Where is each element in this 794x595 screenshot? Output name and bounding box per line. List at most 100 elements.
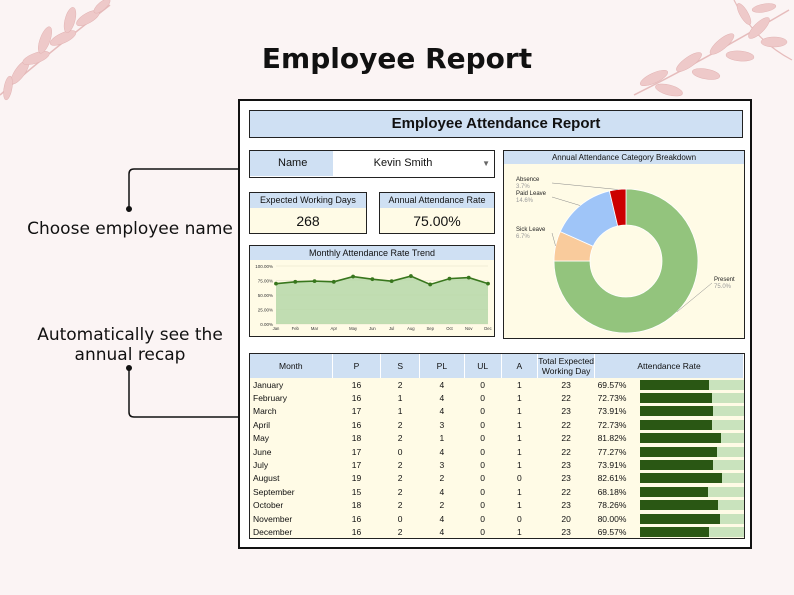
cell-s: 0: [397, 446, 403, 457]
employee-name-dropdown[interactable]: Name Kevin Smith ▼: [249, 150, 495, 178]
cell-rate-bar: [638, 418, 744, 431]
cell-rate-bar: [638, 485, 744, 498]
trend-point: [274, 281, 278, 286]
cell-total: 23: [561, 500, 571, 511]
x-tick-label: Jan: [273, 326, 280, 331]
cell-rate-bar: [638, 432, 744, 445]
rate-bar-track: [639, 393, 744, 404]
col-a: A: [501, 354, 539, 378]
report-header: Employee Attendance Report: [249, 110, 743, 138]
attendance-table: Month P S PL UL A Total Expected Working…: [250, 354, 744, 539]
cell-p: 17: [351, 460, 362, 471]
cell-a: 1: [517, 500, 522, 511]
table-row: September 15 2 4 0 1 22 68.18%: [250, 485, 744, 498]
trend-area: [276, 276, 488, 324]
kpi-rate-value: 75.00%: [413, 213, 461, 229]
x-tick-label: Jun: [369, 326, 376, 331]
donut-label: Sick Leave: [516, 227, 546, 233]
table-row: June 17 0 4 0 1 22 77.27%: [250, 445, 744, 458]
cell-total: 22: [561, 446, 571, 457]
employee-name-value[interactable]: Kevin Smith: [373, 157, 433, 169]
cell-p: 16: [351, 513, 362, 524]
cell-p: 18: [351, 433, 362, 444]
cell-ul: 0: [480, 460, 485, 471]
cell-pl: 3: [439, 460, 445, 471]
trend-point: [331, 279, 336, 284]
cell-pl: 4: [439, 379, 445, 390]
rate-bar-track: [639, 419, 744, 430]
cell-rate: 69.57%: [597, 526, 627, 537]
cell-month: May: [253, 433, 270, 444]
callout-choose-name: Choose employee name: [27, 219, 233, 239]
cell-ul: 0: [480, 446, 485, 457]
cell-p: 17: [351, 406, 362, 417]
rate-bar-track: [639, 526, 744, 537]
cell-pl: 4: [439, 526, 445, 537]
cell-s: 0: [397, 513, 403, 524]
rate-bar-fill: [639, 419, 713, 430]
chevron-down-icon[interactable]: ▼: [482, 159, 490, 168]
cell-rate: 73.91%: [597, 406, 627, 417]
donut-label: Present: [714, 277, 735, 283]
cell-pl: 4: [439, 513, 445, 524]
cell-total: 22: [561, 419, 571, 430]
cell-rate: 78.26%: [597, 500, 627, 511]
cell-month: November: [253, 513, 293, 524]
cell-s: 2: [397, 486, 403, 497]
rate-bar-fill: [639, 406, 714, 417]
cell-ul: 0: [480, 500, 485, 511]
cell-pl: 4: [439, 393, 445, 404]
donut-slice-absence: [608, 188, 627, 227]
donut-label: Absence: [516, 177, 540, 183]
donut-percent: 75.0%: [714, 284, 732, 290]
cell-s: 2: [397, 460, 403, 471]
cell-ul: 0: [480, 433, 485, 444]
cell-p: 16: [351, 379, 362, 390]
cell-p: 16: [351, 419, 362, 430]
x-tick-label: Oct: [446, 326, 453, 331]
rate-bar-track: [639, 500, 744, 511]
donut-slice-present: [553, 188, 699, 334]
cell-p: 15: [351, 486, 362, 497]
table-row: April 16 2 3 0 1 22 72.73%: [250, 418, 744, 431]
cell-p: 16: [351, 526, 362, 537]
kpi-working-value: 268: [296, 213, 320, 229]
cell-ul: 0: [480, 419, 485, 430]
kpi-expected-working-days: Expected Working Days 268: [249, 192, 367, 234]
cell-month: February: [253, 393, 288, 404]
cell-s: 1: [397, 393, 403, 404]
cell-rate: 80.00%: [597, 513, 627, 524]
trend-point: [351, 274, 355, 279]
rate-bar-track: [639, 513, 744, 524]
cell-s: 2: [397, 526, 403, 537]
cell-rate-bar: [638, 525, 744, 538]
kpi-rate-label: Annual Attendance Rate: [380, 193, 494, 208]
rate-bar-track: [639, 446, 744, 457]
cell-s: 2: [397, 500, 403, 511]
cell-total: 22: [561, 433, 571, 444]
trend-point: [312, 279, 317, 284]
cell-total: 23: [561, 406, 571, 417]
x-tick-label: Sep: [426, 326, 434, 331]
rate-bar-fill: [639, 379, 710, 390]
trend-chart: 0.00% 25.00% 50.00% 75.00% 100.00% Jan Feb Mar A…: [255, 264, 491, 331]
cell-total: 23: [561, 526, 571, 537]
cell-month: September: [253, 486, 295, 497]
table-row: July 17 2 3 0 1 23 73.91%: [250, 458, 744, 471]
cell-month: July: [253, 460, 269, 471]
table-row: November 16 0 4 0 0 20 80.00%: [250, 512, 744, 525]
table-row: January 16 2 4 0 1 23 69.57%: [250, 378, 744, 391]
cell-pl: 2: [439, 500, 445, 511]
donut-chart-title: Annual Attendance Category Breakdown: [504, 151, 744, 164]
cell-pl: 4: [439, 486, 445, 497]
rate-bar-fill: [639, 526, 710, 537]
cell-rate-bar: [638, 445, 744, 458]
cell-total: 20: [561, 513, 571, 524]
table-header-row: Month P S PL UL A Total Expected Working…: [250, 354, 744, 378]
trend-point: [293, 279, 298, 284]
cell-rate-bar: [638, 472, 744, 485]
rate-bar-track: [639, 486, 744, 497]
rate-bar-fill: [639, 513, 720, 524]
cell-month: August: [253, 473, 280, 484]
